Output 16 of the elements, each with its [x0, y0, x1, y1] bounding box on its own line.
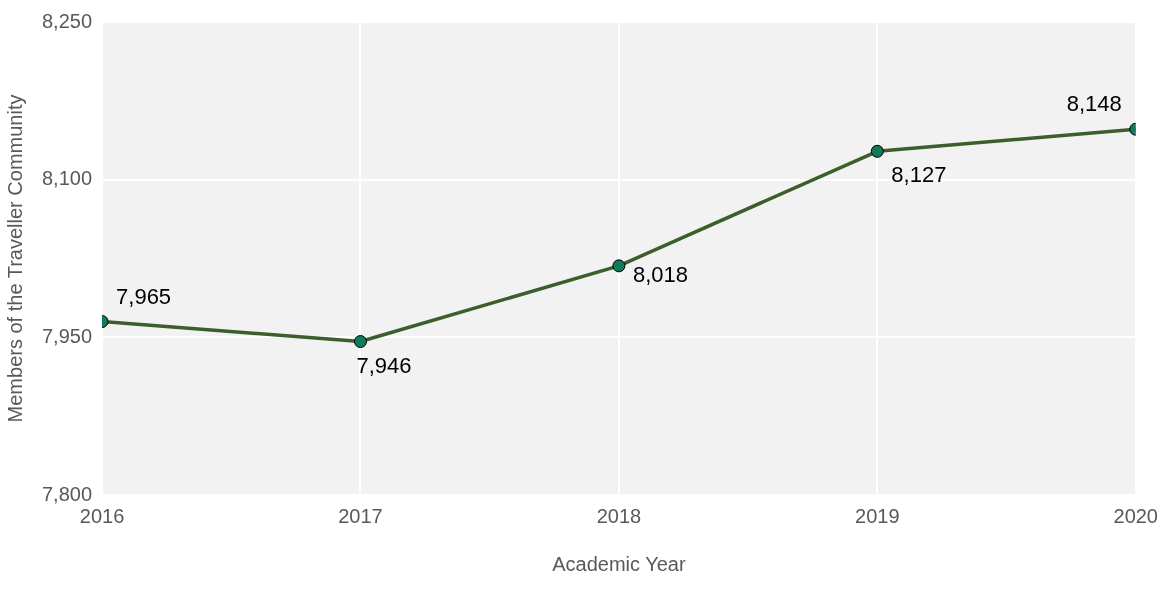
x-axis-title: Academic Year	[552, 552, 686, 575]
data-label: 8,148	[1066, 91, 1122, 117]
x-tick-label: 2020	[1113, 504, 1158, 527]
x-tick-label: 2017	[338, 504, 383, 527]
x-tick-label: 2018	[596, 504, 642, 527]
data-label: 8,127	[891, 162, 947, 188]
y-tick-label: 8,250	[41, 9, 93, 32]
data-label: 7,965	[116, 283, 172, 309]
y-tick-label: 7,800	[41, 482, 93, 505]
y-tick-label: 7,950	[41, 324, 93, 347]
y-axis-title: Members of the Traveller Community	[3, 94, 26, 423]
data-label: 8,018	[632, 261, 688, 287]
x-tick-label: 2016	[79, 504, 125, 527]
x-tick-label: 2019	[855, 504, 900, 527]
y-tick-label: 8,100	[41, 167, 93, 190]
data-label: 7,946	[356, 352, 412, 378]
